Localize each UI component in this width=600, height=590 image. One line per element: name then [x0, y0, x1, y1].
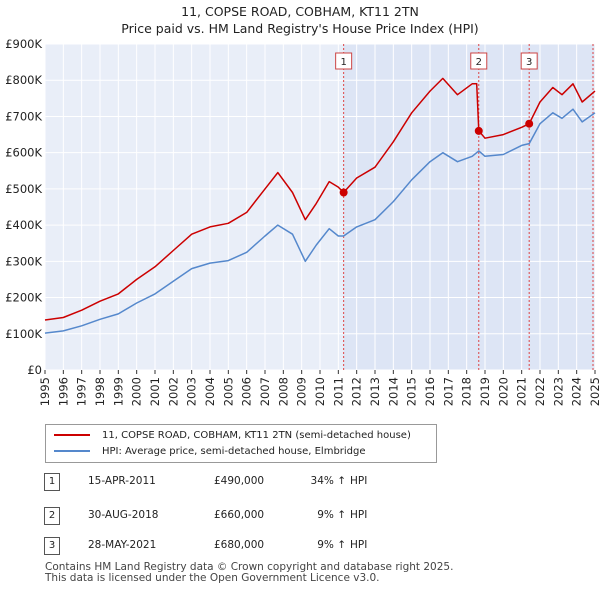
legend-label-property: 11, COPSE ROAD, COBHAM, KT11 2TN (semi-d… — [102, 430, 411, 441]
x-tick-label: 1999 — [111, 377, 125, 406]
sale-dot — [474, 126, 483, 135]
sale-row: 1 15-APR-2011 £490,000 34% ↑ HPI — [0, 472, 600, 492]
sale-marker-box — [520, 52, 538, 70]
y-tick-label: £600K — [5, 146, 42, 160]
x-tick-label: 2006 — [240, 377, 254, 406]
sale-marker-label: 3 — [526, 57, 532, 68]
y-tick-label: £800K — [5, 73, 42, 87]
x-tick-label: 2016 — [423, 377, 437, 406]
gridlines — [44, 43, 596, 371]
sale-marker-box — [335, 52, 353, 70]
x-tick-label: 2012 — [350, 377, 364, 406]
sale-hpi-change: 9% ↑ — [317, 539, 346, 551]
price-chart: 1 2 3 £0 £100K £200K £300K £400K £500K £600K £700… — [5, 37, 600, 406]
x-tick-label: 1997 — [75, 377, 89, 406]
y-axis-ticks: £0 £100K £200K £300K £400K £500K £600K £700K £80… — [5, 37, 42, 377]
sale-number-badge: 2 — [44, 507, 60, 525]
x-tick-label: 2004 — [203, 377, 217, 406]
y-tick-label: £400K — [5, 218, 42, 232]
x-axis-ticks: 1995 1996 1997 1998 1999 2000 2001 2002 2003 2004… — [38, 370, 600, 406]
footer-line: Contains HM Land Registry data © Crown c… — [45, 561, 454, 573]
x-tick-label: 1998 — [93, 377, 107, 406]
series-line — [44, 108, 596, 334]
legend: 11, COPSE ROAD, COBHAM, KT11 2TN (semi-d… — [45, 424, 437, 463]
sale-hpi-label: HPI — [350, 475, 368, 487]
sale-hpi-change: 34% ↑ — [310, 475, 346, 487]
legend-swatch-hpi — [54, 450, 90, 452]
x-tick-label: 1996 — [56, 377, 70, 406]
sale-dot — [525, 119, 534, 128]
sale-price: £660,000 — [214, 509, 265, 521]
sale-marker-label: 1 — [340, 57, 346, 68]
shaded-range — [343, 44, 595, 370]
x-tick-label: 2014 — [386, 377, 400, 406]
chart-title: 11, COPSE ROAD, COBHAM, KT11 2TN — [181, 4, 419, 19]
sale-number-badge: 1 — [44, 473, 60, 491]
sale-row: 3 28-MAY-2021 £680,000 9% ↑ HPI — [0, 536, 600, 556]
sale-hpi-label: HPI — [350, 509, 368, 521]
x-tick-label: 2022 — [533, 377, 547, 406]
legend-label-hpi: HPI: Average price, semi-detached house,… — [102, 446, 366, 457]
x-tick-label: 2005 — [221, 377, 235, 406]
y-tick-label: £700K — [5, 109, 42, 123]
y-tick-label: £100K — [5, 327, 42, 341]
x-tick-label: 2021 — [515, 377, 529, 406]
series-lines — [44, 77, 596, 334]
sale-dot — [339, 188, 348, 197]
sale-price: £490,000 — [214, 475, 265, 487]
x-tick-label: 2024 — [570, 377, 584, 406]
y-tick-label: £200K — [5, 291, 42, 305]
x-tick-label: 2011 — [331, 377, 345, 406]
x-tick-label: 2020 — [496, 377, 510, 406]
y-tick-label: £0 — [27, 363, 42, 377]
sale-date: 28-MAY-2021 — [88, 539, 157, 551]
x-tick-label: 2000 — [130, 377, 144, 406]
sale-row: 2 30-AUG-2018 £660,000 9% ↑ HPI — [0, 506, 600, 526]
x-tick-label: 2003 — [185, 377, 199, 406]
y-tick-label: £300K — [5, 254, 42, 268]
x-tick-label: 2019 — [478, 377, 492, 406]
x-tick-label: 2007 — [258, 377, 272, 406]
sale-number-badge: 3 — [44, 537, 60, 555]
sale-markers: 1 2 3 — [335, 52, 538, 197]
footer-line: This data is licensed under the Open Gov… — [45, 572, 380, 584]
x-tick-label: 1995 — [38, 377, 52, 406]
sale-marker-label: 2 — [476, 57, 482, 68]
x-tick-label: 2009 — [295, 377, 309, 406]
sale-hpi-label: HPI — [350, 539, 368, 551]
x-tick-label: 2002 — [166, 377, 180, 406]
legend-item-hpi: HPI: Average price, semi-detached house,… — [54, 445, 366, 459]
x-tick-label: 2013 — [368, 377, 382, 406]
sale-date: 30-AUG-2018 — [88, 509, 159, 521]
x-tick-label: 2010 — [313, 377, 327, 406]
legend-item-property: 11, COPSE ROAD, COBHAM, KT11 2TN (semi-d… — [54, 429, 411, 443]
x-tick-label: 2025 — [588, 377, 600, 406]
legend-swatch-property — [54, 434, 90, 436]
footer-note: Contains HM Land Registry data © Crown c… — [45, 562, 453, 584]
x-tick-label: 2008 — [276, 377, 290, 406]
y-tick-label: £900K — [5, 37, 42, 51]
x-tick-label: 2015 — [405, 377, 419, 406]
sale-price: £680,000 — [214, 539, 265, 551]
sale-hpi-change: 9% ↑ — [317, 509, 346, 521]
x-tick-label: 2018 — [460, 377, 474, 406]
x-tick-label: 2017 — [441, 377, 455, 406]
chart-subtitle: Price paid vs. HM Land Registry's House … — [121, 21, 479, 36]
y-tick-label: £500K — [5, 182, 42, 196]
sale-date: 15-APR-2011 — [88, 475, 156, 487]
x-tick-label: 2023 — [551, 377, 565, 406]
x-tick-label: 2001 — [148, 377, 162, 406]
sale-marker-box — [470, 52, 488, 70]
series-line — [44, 77, 596, 321]
